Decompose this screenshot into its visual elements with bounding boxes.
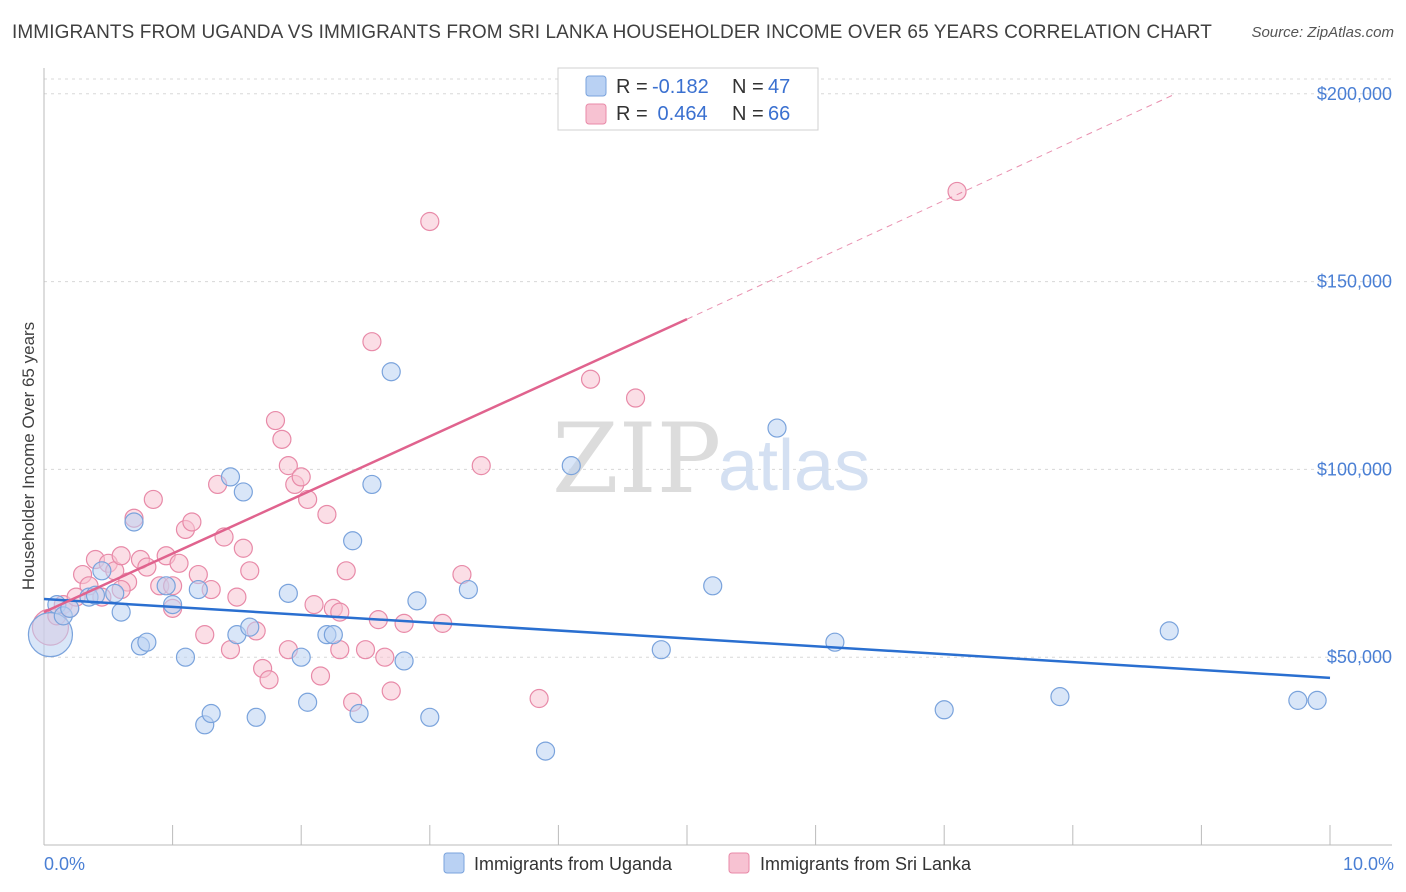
trend-lines — [43, 93, 1331, 680]
watermark-atlas-text: atlas — [718, 426, 870, 506]
srilanka-point — [182, 512, 202, 532]
uganda-point — [1307, 690, 1327, 710]
srilanka-point — [304, 595, 324, 615]
srilanka-point — [265, 410, 286, 431]
x-tick-label: 0.0% — [44, 854, 85, 874]
uganda-point — [278, 583, 298, 603]
srilanka-point — [278, 456, 298, 476]
uganda-point — [1159, 621, 1179, 641]
srilanka-point — [529, 688, 549, 709]
bottom-legend-swatch-srilanka — [728, 852, 750, 874]
uganda-point — [246, 707, 266, 727]
srilanka-point — [169, 553, 189, 573]
uganda-point — [298, 692, 318, 712]
uganda-trend-line — [43, 597, 1331, 680]
uganda-point — [220, 467, 241, 487]
bottom-legend-label-uganda: Immigrants from Uganda — [474, 854, 673, 874]
uganda-point — [703, 576, 723, 596]
srilanka-point — [310, 666, 331, 686]
uganda-point — [349, 703, 369, 724]
uganda-point — [1288, 690, 1308, 710]
srilanka-point — [143, 489, 163, 510]
srilanka-point — [240, 561, 260, 581]
tick-labels: $50,000 $100,000 $150,000 $200,000 0.0% 10.0% — [44, 84, 1394, 874]
chart-title: IMMIGRANTS FROM UGANDA VS IMMIGRANTS FRO… — [12, 22, 1212, 43]
uganda-point — [175, 647, 196, 667]
y-tick-label: $200,000 — [1317, 84, 1392, 104]
srilanka-point — [394, 613, 414, 633]
uganda-point — [156, 576, 176, 596]
uganda-point — [137, 632, 157, 652]
uganda-point — [188, 579, 208, 600]
srilanka-point — [317, 504, 337, 525]
srilanka-point — [420, 211, 440, 232]
y-tick-label: $100,000 — [1317, 459, 1392, 479]
legend-n-label-srilanka: N = — [732, 103, 764, 125]
bottom-legend: Immigrants from Uganda Immigrants from S… — [443, 852, 972, 874]
legend-r-label-uganda: R = — [616, 76, 648, 98]
uganda-point — [407, 591, 427, 611]
srilanka-point — [259, 670, 279, 690]
legend-r-value-uganda: -0.182 — [652, 76, 709, 98]
srilanka-point — [381, 681, 401, 701]
x-tick-label: 10.0% — [1343, 854, 1394, 874]
watermark: ZIP atlas — [552, 403, 870, 515]
y-tick-label: $150,000 — [1317, 272, 1392, 292]
legend-r-value-srilanka: 0.464 — [652, 103, 708, 125]
srilanka-point — [195, 625, 215, 645]
srilanka-point — [362, 332, 382, 352]
srilanka-point — [336, 561, 356, 581]
uganda-point — [105, 583, 125, 603]
bottom-legend-swatch-uganda — [443, 852, 465, 874]
uganda-point — [458, 579, 478, 600]
uganda-point — [767, 418, 787, 438]
legend-swatch-uganda — [585, 75, 607, 97]
srilanka-point — [111, 546, 131, 566]
uganda-point — [124, 512, 144, 532]
srilanka-trend-extension — [686, 93, 1176, 320]
srilanka-point — [471, 456, 491, 476]
uganda-point — [1050, 687, 1070, 707]
uganda-point — [394, 651, 414, 671]
srilanka-point — [291, 467, 311, 487]
srilanka-point — [227, 587, 247, 607]
legend-n-value-uganda: 47 — [768, 76, 790, 98]
uganda-point — [535, 741, 556, 761]
srilanka-point — [625, 388, 646, 408]
bottom-legend-label-srilanka: Immigrants from Sri Lanka — [760, 854, 972, 874]
legend-r-label-srilanka: R = — [616, 103, 648, 125]
uganda-point — [420, 707, 440, 727]
uganda-point — [561, 456, 581, 476]
uganda-point — [323, 625, 343, 645]
srilanka-point — [947, 181, 967, 202]
y-axis-label: Householder Income Over 65 years — [19, 322, 38, 590]
source-credit: Source: ZipAtlas.com — [1251, 24, 1394, 41]
uganda-point — [233, 482, 253, 502]
srilanka-point — [355, 640, 376, 660]
uganda-point — [381, 362, 401, 382]
uganda-point — [111, 602, 131, 622]
uganda-point — [201, 703, 221, 724]
legend-n-label-uganda: N = — [732, 76, 764, 98]
srilanka-point — [580, 369, 601, 389]
uganda-point — [651, 640, 671, 660]
uganda-point — [240, 617, 260, 637]
srilanka-point — [233, 538, 253, 558]
uganda-point — [291, 647, 311, 667]
srilanka-point — [272, 429, 292, 449]
uganda-point — [934, 700, 954, 720]
watermark-zip-text: ZIP — [552, 403, 721, 515]
uganda-point — [343, 531, 363, 551]
uganda-point — [92, 561, 112, 581]
legend-n-value-srilanka: 66 — [768, 103, 790, 125]
srilanka-trend-line — [43, 318, 688, 614]
axes — [43, 68, 1392, 846]
uganda-point — [362, 474, 382, 495]
srilanka-point — [375, 647, 395, 667]
y-tick-label: $50,000 — [1327, 647, 1392, 667]
uganda-point — [163, 595, 183, 615]
top-legend: R = -0.182 N = 47 R = 0.464 N = 66 — [557, 67, 819, 131]
legend-swatch-srilanka — [585, 103, 607, 125]
